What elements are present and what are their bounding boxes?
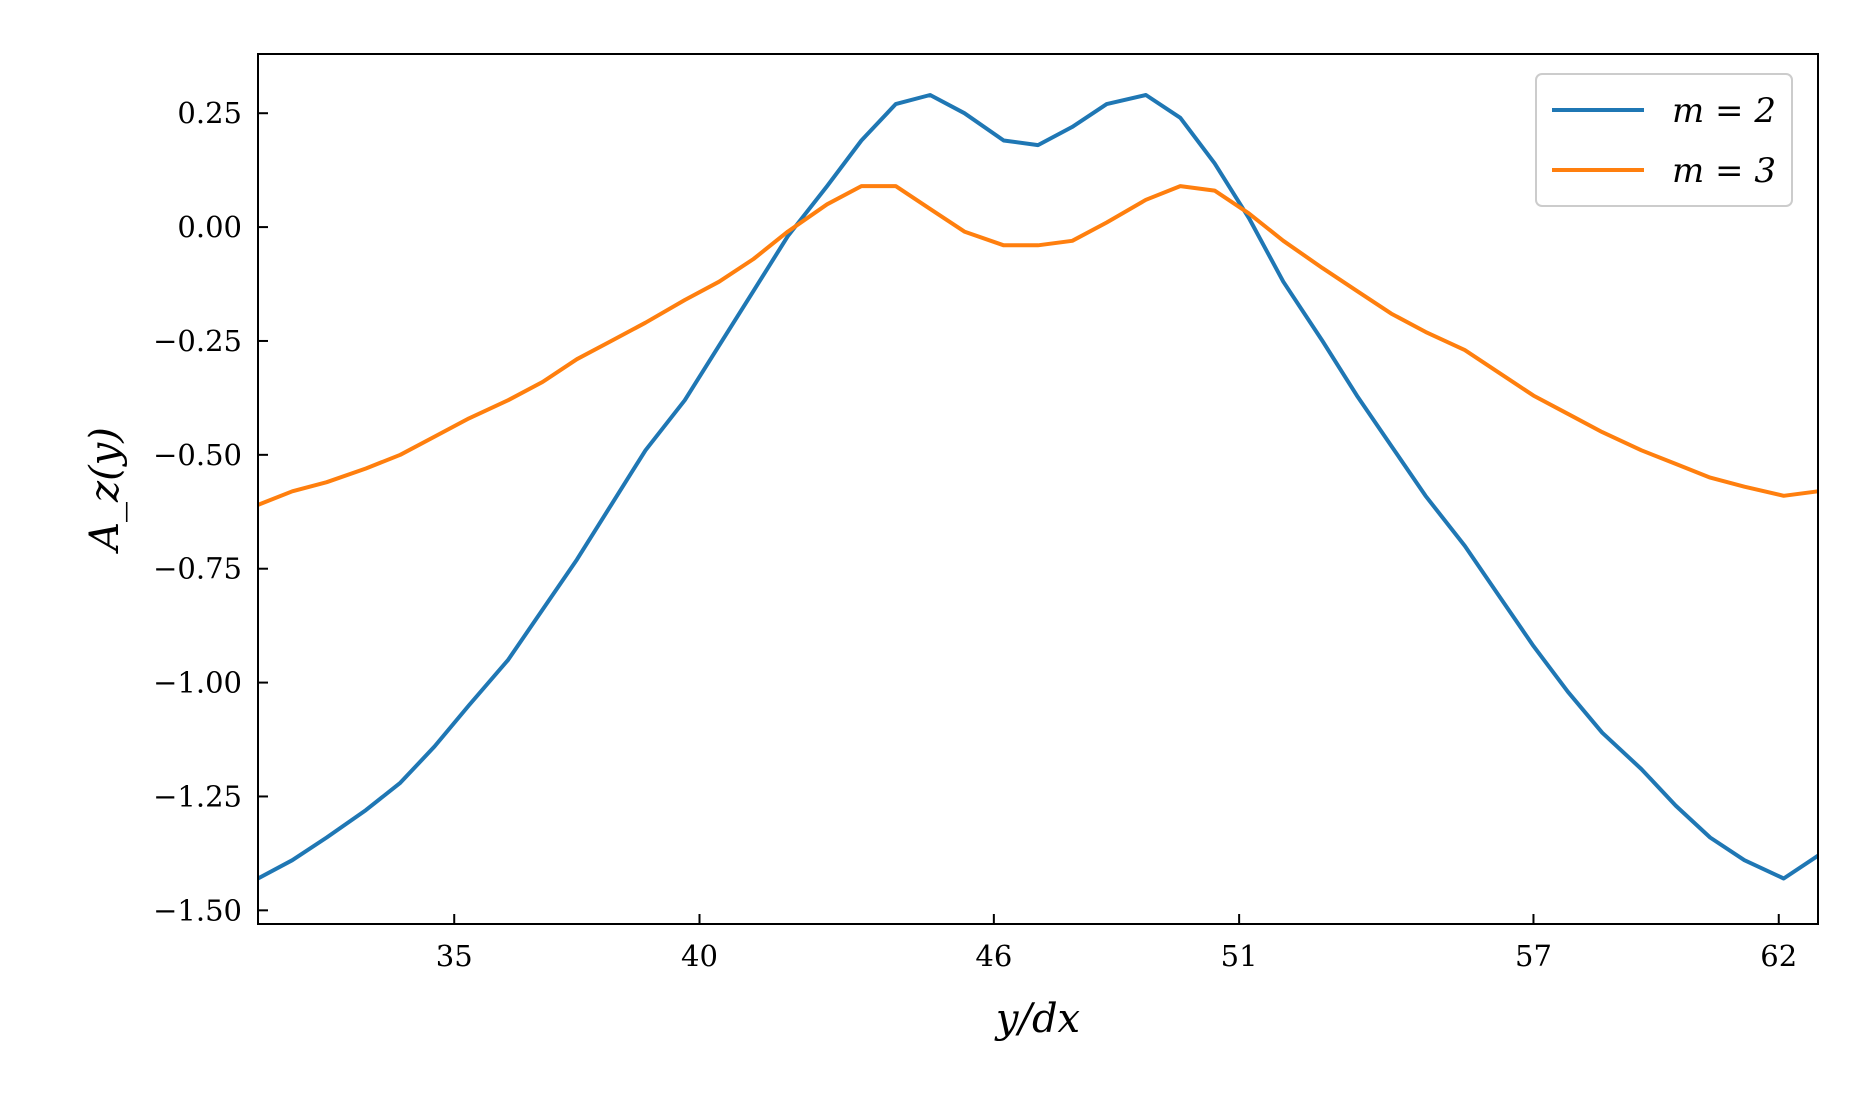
x-tick-label: 57	[1515, 939, 1552, 973]
x-tick-label: 51	[1221, 939, 1258, 973]
y-tick-label: 0.00	[177, 210, 242, 244]
y-tick-label: −1.25	[153, 779, 242, 813]
y-tick-label: −1.50	[153, 893, 242, 927]
x-axis: 35 40 46 51 57 62	[436, 914, 1797, 973]
legend: m = 2 m = 3	[1535, 73, 1793, 207]
y-axis: 0.25 0.00 −0.25 −0.50 −0.75 −1.00 −1.25 −1.50	[153, 96, 268, 927]
x-tick-label: 35	[436, 939, 473, 973]
x-axis-label: y/dx	[994, 996, 1080, 1042]
x-tick-label: 46	[975, 939, 1012, 973]
plot-frame	[257, 53, 1819, 925]
y-tick-label: 0.25	[177, 96, 242, 130]
series-line-m3	[257, 184, 1819, 507]
x-tick-label: 40	[681, 939, 718, 973]
legend-box	[1535, 73, 1793, 207]
y-tick-label: −0.25	[153, 324, 242, 358]
series-layer	[257, 93, 1820, 881]
y-axis-label: A_z(y)	[82, 427, 128, 555]
x-tick-label: 62	[1760, 939, 1797, 973]
y-tick-label: −0.50	[153, 438, 242, 472]
legend-label-m3: m = 3	[1672, 151, 1776, 191]
y-tick-label: −0.75	[153, 552, 242, 586]
legend-label-m2: m = 2	[1672, 91, 1776, 131]
y-tick-label: −1.00	[153, 666, 242, 700]
series-line-m2	[257, 93, 1820, 881]
